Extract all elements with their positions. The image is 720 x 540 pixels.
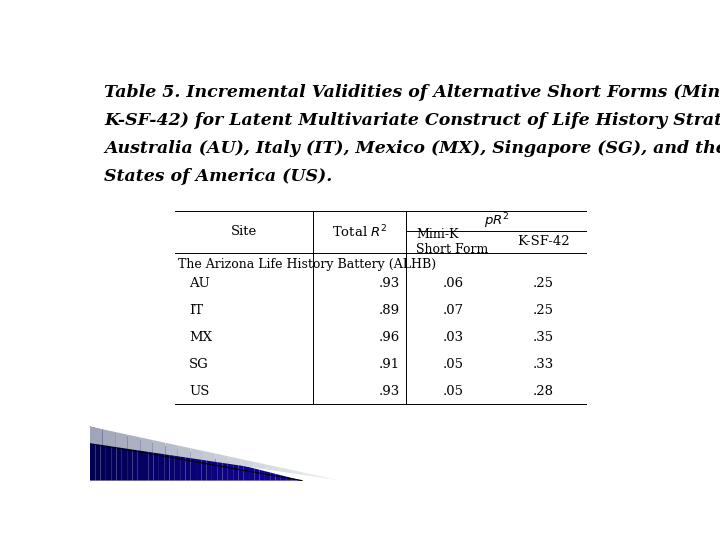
Text: .25: .25 [533, 303, 554, 316]
Text: MX: MX [189, 330, 212, 343]
Text: .91: .91 [379, 357, 400, 370]
Text: US: US [189, 384, 210, 397]
Polygon shape [132, 437, 138, 481]
Polygon shape [292, 478, 297, 481]
Text: SG: SG [189, 357, 209, 370]
Polygon shape [276, 474, 281, 481]
Polygon shape [180, 449, 186, 481]
Polygon shape [249, 467, 254, 481]
Polygon shape [127, 435, 140, 451]
Polygon shape [270, 472, 276, 481]
Polygon shape [238, 464, 244, 481]
Polygon shape [222, 460, 228, 481]
Text: .89: .89 [379, 303, 400, 316]
Polygon shape [153, 440, 166, 454]
Polygon shape [127, 436, 132, 481]
Polygon shape [265, 471, 270, 481]
Polygon shape [233, 463, 238, 481]
Polygon shape [153, 443, 159, 481]
Text: Table 5. Incremental Validities of Alternative Short Forms (Mini-K and: Table 5. Incremental Validities of Alter… [104, 84, 720, 100]
Polygon shape [215, 454, 228, 464]
Polygon shape [101, 429, 106, 481]
Polygon shape [115, 432, 127, 449]
Polygon shape [164, 446, 169, 481]
Polygon shape [286, 476, 292, 481]
Polygon shape [279, 467, 291, 473]
Polygon shape [117, 433, 122, 481]
Polygon shape [166, 443, 178, 456]
Text: .07: .07 [443, 303, 464, 316]
Text: .35: .35 [533, 330, 554, 343]
Text: K-SF-42: K-SF-42 [517, 235, 570, 248]
Text: K-SF-42) for Latent Multivariate Construct of Life History Strategy in: K-SF-42) for Latent Multivariate Constru… [104, 112, 720, 129]
Text: .93: .93 [379, 384, 400, 397]
Polygon shape [102, 429, 115, 447]
Text: .93: .93 [379, 276, 400, 289]
Polygon shape [266, 464, 279, 471]
Polygon shape [169, 447, 175, 481]
Polygon shape [140, 437, 153, 453]
Text: .05: .05 [443, 384, 464, 397]
Polygon shape [253, 462, 266, 469]
Text: Australia (AU), Italy (IT), Mexico (MX), Singapore (SG), and the United: Australia (AU), Italy (IT), Mexico (MX),… [104, 140, 720, 157]
Text: .28: .28 [533, 384, 554, 397]
Polygon shape [217, 459, 222, 481]
Polygon shape [207, 456, 212, 481]
Polygon shape [260, 470, 265, 481]
Text: Mini-K
Short Form: Mini-K Short Form [416, 228, 489, 256]
Polygon shape [138, 438, 143, 481]
Text: AU: AU [189, 276, 210, 289]
Polygon shape [328, 478, 341, 481]
Text: The Arizona Life History Battery (ALHB): The Arizona Life History Battery (ALHB) [178, 258, 436, 271]
Polygon shape [297, 479, 302, 481]
Text: .33: .33 [533, 357, 554, 370]
Text: Site: Site [231, 226, 258, 239]
Polygon shape [196, 454, 202, 481]
Polygon shape [254, 468, 260, 481]
Polygon shape [186, 451, 191, 481]
Polygon shape [106, 430, 111, 481]
Polygon shape [244, 465, 249, 481]
Polygon shape [159, 444, 164, 481]
Text: $pR^2$: $pR^2$ [484, 211, 509, 231]
Polygon shape [228, 462, 233, 481]
Polygon shape [281, 475, 286, 481]
Polygon shape [303, 472, 316, 477]
Polygon shape [202, 455, 207, 481]
Polygon shape [212, 457, 217, 481]
Polygon shape [240, 459, 253, 468]
Polygon shape [178, 446, 190, 458]
Polygon shape [90, 427, 102, 445]
Polygon shape [228, 456, 240, 465]
Polygon shape [175, 448, 180, 481]
Polygon shape [316, 475, 328, 479]
Polygon shape [143, 440, 148, 481]
Text: IT: IT [189, 303, 204, 316]
Polygon shape [90, 427, 95, 481]
Polygon shape [95, 428, 101, 481]
Polygon shape [148, 441, 153, 481]
Text: .25: .25 [533, 276, 554, 289]
Polygon shape [191, 452, 196, 481]
Text: .96: .96 [379, 330, 400, 343]
Text: Total $R^2$: Total $R^2$ [332, 224, 387, 240]
Polygon shape [291, 470, 303, 475]
Text: States of America (US).: States of America (US). [104, 168, 332, 185]
Text: .06: .06 [443, 276, 464, 289]
Polygon shape [111, 432, 117, 481]
Text: .03: .03 [443, 330, 464, 343]
Polygon shape [122, 435, 127, 481]
Polygon shape [203, 451, 215, 462]
Polygon shape [190, 448, 203, 460]
Text: .05: .05 [443, 357, 464, 370]
